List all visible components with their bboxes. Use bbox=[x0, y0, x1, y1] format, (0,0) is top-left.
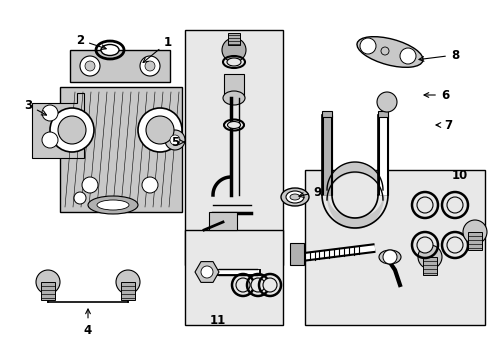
Ellipse shape bbox=[285, 191, 304, 203]
Ellipse shape bbox=[227, 122, 240, 129]
Circle shape bbox=[80, 56, 100, 76]
Bar bbox=[321, 111, 331, 117]
Text: 9: 9 bbox=[298, 185, 322, 198]
Text: 11: 11 bbox=[209, 314, 225, 327]
Polygon shape bbox=[32, 93, 84, 158]
Bar bbox=[184, 230, 283, 325]
Ellipse shape bbox=[88, 196, 138, 214]
Circle shape bbox=[416, 197, 432, 213]
Ellipse shape bbox=[97, 200, 129, 210]
Bar bbox=[377, 111, 387, 117]
Circle shape bbox=[74, 192, 86, 204]
Circle shape bbox=[446, 197, 462, 213]
Text: 3: 3 bbox=[24, 99, 46, 115]
Bar bbox=[305, 170, 484, 325]
Ellipse shape bbox=[101, 45, 119, 55]
Ellipse shape bbox=[223, 91, 244, 105]
Circle shape bbox=[236, 278, 249, 292]
Circle shape bbox=[82, 177, 98, 193]
Ellipse shape bbox=[289, 194, 299, 200]
Circle shape bbox=[42, 132, 58, 148]
Circle shape bbox=[145, 61, 155, 71]
Circle shape bbox=[380, 47, 388, 55]
Circle shape bbox=[399, 48, 415, 64]
Polygon shape bbox=[195, 262, 219, 282]
Circle shape bbox=[138, 108, 182, 152]
Text: 4: 4 bbox=[84, 309, 92, 337]
Circle shape bbox=[263, 278, 276, 292]
Circle shape bbox=[146, 116, 174, 144]
Circle shape bbox=[116, 270, 140, 294]
Circle shape bbox=[222, 38, 245, 62]
Circle shape bbox=[50, 108, 94, 152]
Text: 6: 6 bbox=[423, 89, 448, 102]
Bar bbox=[227, 33, 240, 45]
Circle shape bbox=[382, 250, 396, 264]
Circle shape bbox=[142, 177, 158, 193]
Text: 10: 10 bbox=[451, 168, 467, 181]
Ellipse shape bbox=[226, 58, 241, 66]
Circle shape bbox=[58, 116, 86, 144]
Circle shape bbox=[201, 266, 213, 278]
Text: 2: 2 bbox=[76, 33, 106, 49]
Circle shape bbox=[359, 38, 375, 54]
Circle shape bbox=[446, 237, 462, 253]
Circle shape bbox=[140, 56, 160, 76]
Bar bbox=[70, 50, 170, 82]
Bar bbox=[184, 30, 283, 265]
Circle shape bbox=[170, 135, 180, 145]
Ellipse shape bbox=[378, 250, 400, 264]
Bar bbox=[41, 282, 55, 300]
Circle shape bbox=[250, 278, 264, 292]
Circle shape bbox=[42, 105, 58, 121]
Bar bbox=[224, 74, 244, 98]
Circle shape bbox=[416, 237, 432, 253]
Ellipse shape bbox=[356, 37, 422, 67]
Circle shape bbox=[462, 220, 486, 244]
Bar bbox=[60, 87, 182, 212]
Bar bbox=[467, 232, 481, 250]
Circle shape bbox=[164, 130, 184, 150]
Circle shape bbox=[417, 245, 441, 269]
Text: 1: 1 bbox=[143, 36, 172, 62]
Bar bbox=[422, 257, 436, 275]
Bar bbox=[208, 212, 237, 230]
Circle shape bbox=[85, 61, 95, 71]
Text: 8: 8 bbox=[418, 49, 458, 62]
Circle shape bbox=[36, 270, 60, 294]
Bar bbox=[121, 282, 135, 300]
Bar bbox=[289, 243, 304, 265]
Circle shape bbox=[376, 92, 396, 112]
Ellipse shape bbox=[281, 188, 308, 206]
Text: 7: 7 bbox=[435, 118, 451, 131]
Text: 5: 5 bbox=[170, 135, 184, 149]
